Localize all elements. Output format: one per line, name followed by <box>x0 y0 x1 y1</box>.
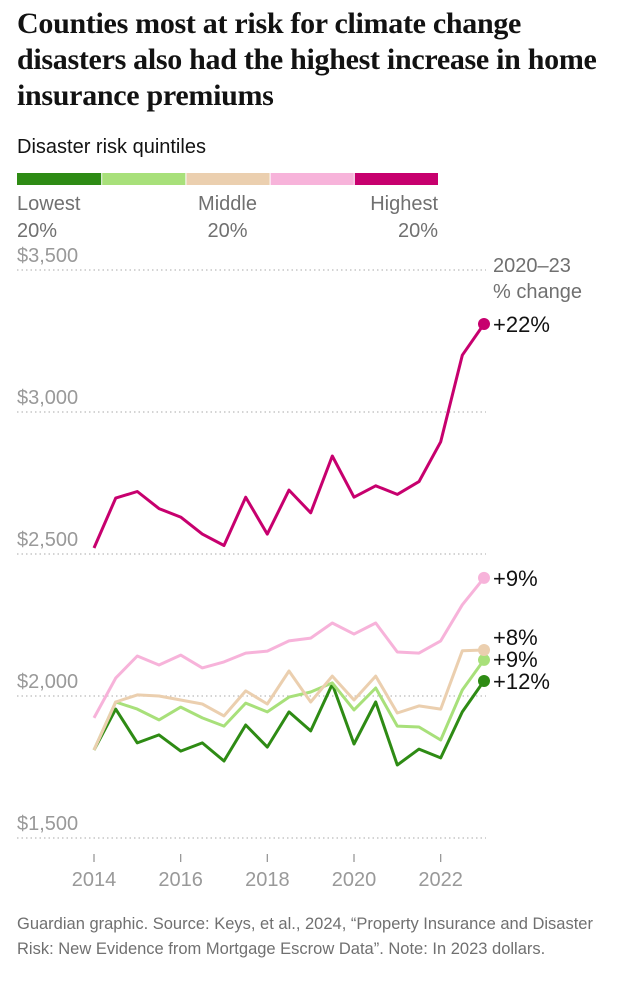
legend-label: Highest <box>370 193 438 215</box>
x-tick-label: 2018 <box>245 869 290 891</box>
legend-title: Disaster risk quintiles <box>17 136 206 158</box>
end-dot <box>478 643 490 656</box>
x-tick-label: 2014 <box>72 869 117 891</box>
end-dot <box>478 653 490 666</box>
end-dot <box>478 317 490 330</box>
legend-label: 20% <box>17 220 57 242</box>
x-tick-label: 2022 <box>418 869 463 891</box>
y-tick-label: $2,000 <box>17 671 78 693</box>
legend-swatch <box>354 173 438 185</box>
change-label: +9% <box>493 647 538 672</box>
chart-title: Counties most at risk for climate change… <box>17 7 597 112</box>
annotation: % change <box>493 281 582 303</box>
line <box>92 659 486 751</box>
y-tick-label: $3,500 <box>17 245 78 267</box>
source-note: Guardian graphic. Source: Keys, et al., … <box>17 915 593 958</box>
x-tick-label: 2020 <box>332 869 377 891</box>
end-dot <box>478 674 490 687</box>
change-label: +12% <box>493 669 550 694</box>
annotation: 2020–23 <box>493 255 571 277</box>
y-tick-label: $2,500 <box>17 529 78 551</box>
change-label: +9% <box>493 566 538 591</box>
line <box>92 648 485 751</box>
y-tick-label: $3,000 <box>17 387 78 409</box>
change-label: +8% <box>493 625 538 650</box>
y-tick-label: $1,500 <box>17 813 78 835</box>
legend-label: Middle <box>198 193 257 215</box>
legend-label: Lowest <box>17 193 81 215</box>
legend-swatch <box>17 173 102 185</box>
change-label: +22% <box>493 312 550 337</box>
line <box>92 576 486 719</box>
line <box>92 323 486 549</box>
legend-swatch <box>270 173 354 185</box>
legend-swatch <box>186 173 270 185</box>
line <box>92 680 486 767</box>
legend-swatch <box>102 173 186 185</box>
end-dot <box>478 571 490 584</box>
legend-label: 20% <box>207 220 247 242</box>
x-tick-label: 2016 <box>158 869 203 891</box>
legend-label: 20% <box>398 220 438 242</box>
